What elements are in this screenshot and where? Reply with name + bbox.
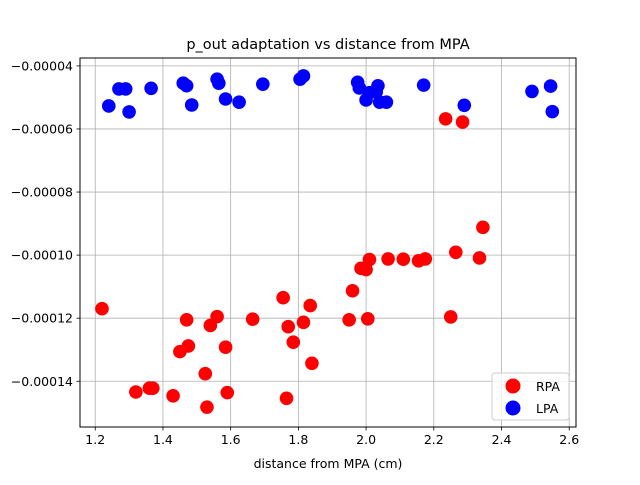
y-tick-label: −0.00006 xyxy=(11,121,73,136)
data-point-lpa xyxy=(543,79,558,93)
data-point-rpa xyxy=(210,309,224,324)
y-tick-label: −0.00010 xyxy=(11,248,73,263)
data-point-rpa xyxy=(179,312,194,327)
x-axis-label: distance from MPA (cm) xyxy=(254,456,403,471)
x-tick-label: 1.6 xyxy=(221,432,241,447)
data-point-rpa xyxy=(218,340,233,355)
data-point-rpa xyxy=(360,312,375,326)
y-tick-label: −0.00014 xyxy=(11,374,73,389)
data-point-rpa xyxy=(220,385,235,400)
x-tick-label: 1.8 xyxy=(288,432,308,447)
data-point-lpa xyxy=(118,82,133,96)
legend-marker-lpa xyxy=(505,400,521,416)
data-point-rpa xyxy=(166,388,180,403)
data-point-lpa xyxy=(525,84,539,99)
x-tick-label: 2.0 xyxy=(356,432,376,447)
data-point-rpa xyxy=(362,252,377,267)
grid-layer xyxy=(80,58,576,427)
data-point-lpa xyxy=(179,78,194,93)
data-point-rpa xyxy=(276,290,290,305)
legend-marker-rpa xyxy=(505,378,521,394)
data-point-rpa xyxy=(472,251,487,265)
y-tick-label: −0.00012 xyxy=(11,311,73,326)
data-point-rpa xyxy=(476,220,490,235)
data-point-rpa xyxy=(281,319,296,334)
data-point-lpa xyxy=(545,104,560,119)
data-point-rpa xyxy=(305,356,319,371)
x-tick-label: 2.4 xyxy=(492,432,512,447)
data-point-rpa xyxy=(345,283,360,298)
ticks-layer: 1.2 1.4 1.6 1.8 2.0 2.2 2.4 2.6 −0.00014 −0.00012… xyxy=(11,58,579,447)
data-point-rpa xyxy=(245,312,260,326)
data-point-rpa xyxy=(200,400,214,414)
data-point-lpa xyxy=(371,78,385,93)
x-tick-label: 1.4 xyxy=(153,432,173,447)
data-point-lpa xyxy=(101,99,116,113)
legend-label-lpa: LPA xyxy=(536,401,559,416)
legend: RPA LPA xyxy=(491,372,570,421)
data-point-lpa xyxy=(144,81,158,96)
legend-label-rpa: RPA xyxy=(536,379,560,394)
data-point-rpa xyxy=(303,298,318,313)
data-point-rpa xyxy=(279,391,294,406)
plot-frame xyxy=(79,57,577,428)
x-tick-label: 1.2 xyxy=(85,432,105,447)
data-point-lpa xyxy=(232,95,246,109)
data-point-rpa xyxy=(438,112,453,126)
data-point-lpa xyxy=(184,98,199,112)
data-point-lpa xyxy=(296,69,311,83)
data-point-rpa xyxy=(296,315,311,330)
data-point-lpa xyxy=(416,78,431,92)
data-point-rpa xyxy=(381,252,395,266)
x-tick-label: 2.6 xyxy=(559,432,579,447)
data-point-rpa xyxy=(286,335,301,349)
data-point-rpa xyxy=(449,245,463,260)
data-point-rpa xyxy=(418,252,433,266)
points-layer xyxy=(95,69,560,414)
data-point-lpa xyxy=(218,92,233,106)
y-tick-label: −0.00004 xyxy=(11,58,73,73)
data-point-rpa xyxy=(145,381,160,396)
x-tick-label: 2.2 xyxy=(424,432,444,447)
data-point-lpa xyxy=(379,95,394,109)
data-point-lpa xyxy=(122,105,136,119)
data-point-rpa xyxy=(396,252,411,267)
data-point-rpa xyxy=(443,310,458,324)
y-tick-label: −0.00008 xyxy=(11,185,73,200)
data-point-lpa xyxy=(457,98,472,113)
data-point-rpa xyxy=(455,115,470,129)
data-point-lpa xyxy=(212,76,226,91)
data-point-lpa xyxy=(256,77,270,91)
data-point-lpa xyxy=(352,81,367,95)
data-point-rpa xyxy=(181,339,196,353)
data-point-rpa xyxy=(95,301,109,316)
data-point-rpa xyxy=(342,312,356,327)
chart-title: p_out adaptation vs distance from MPA xyxy=(186,37,469,53)
data-point-rpa xyxy=(129,385,143,399)
data-point-rpa xyxy=(198,366,213,381)
